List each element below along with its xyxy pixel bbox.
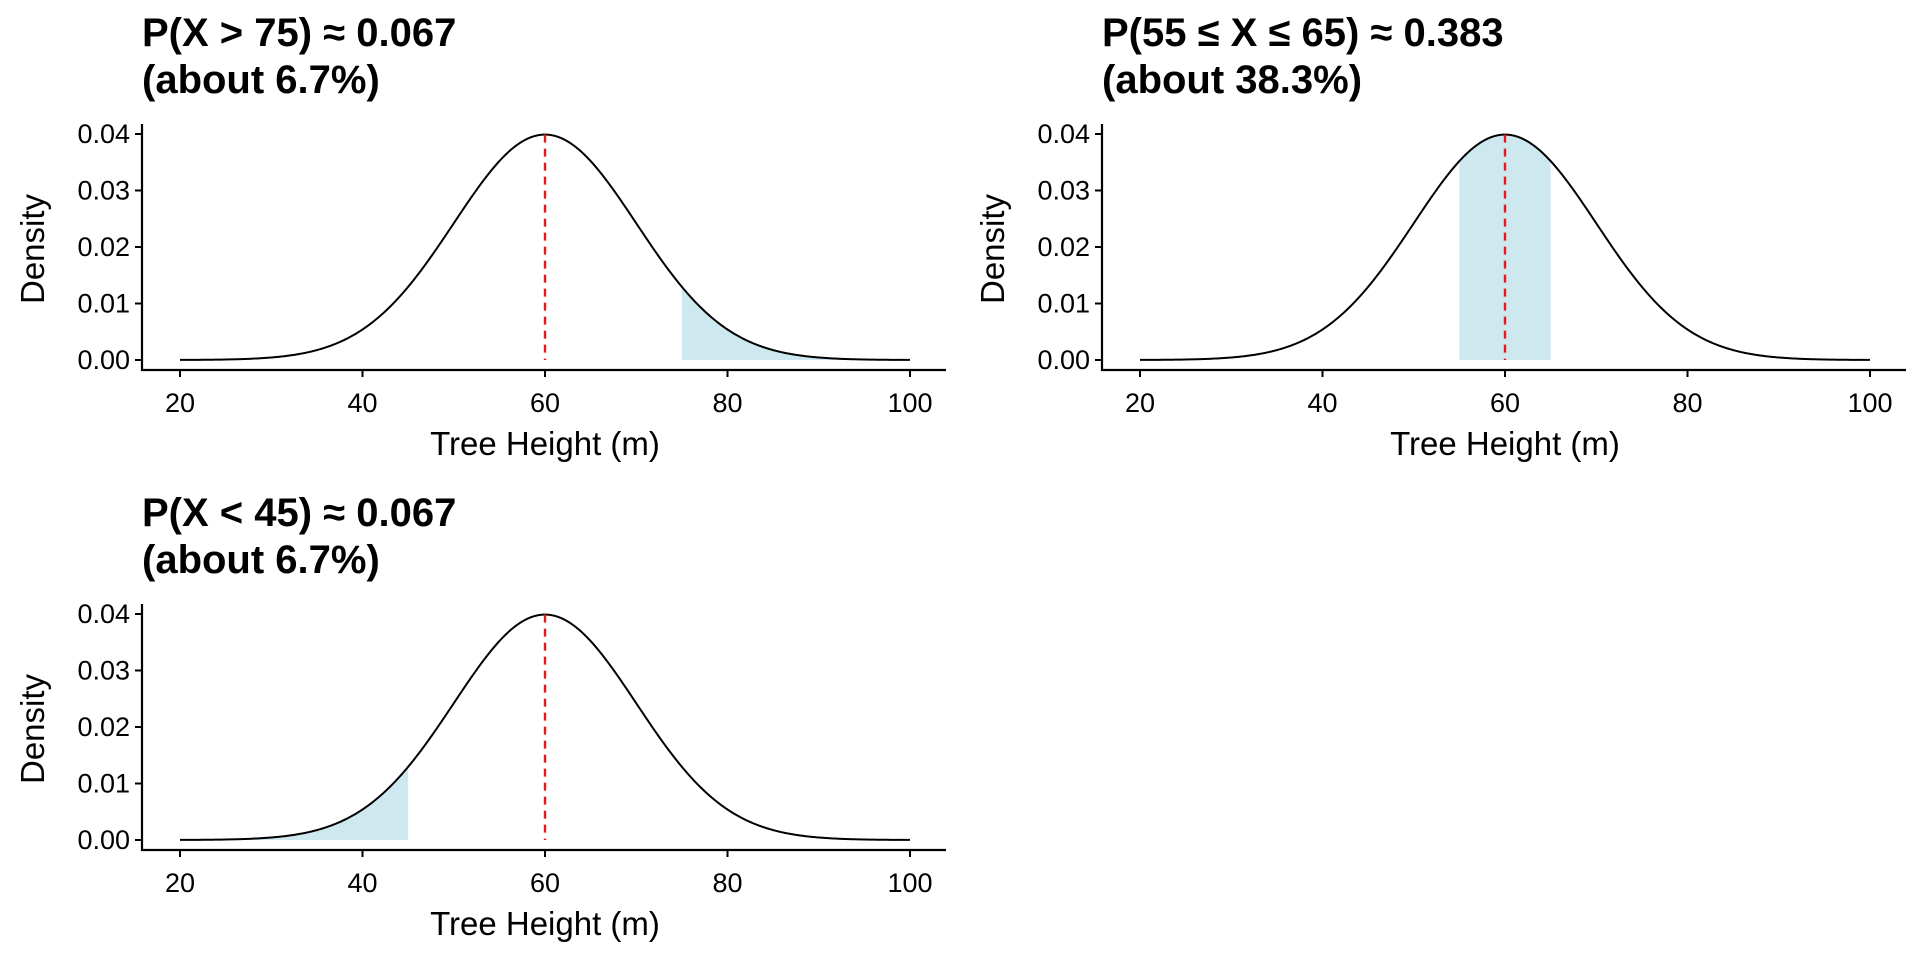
y-tick-label: 0.03 (77, 176, 130, 206)
chart-title: P(X > 75) ≈ 0.067 (about 6.7%) (142, 10, 456, 104)
x-tick-label: 20 (165, 388, 195, 418)
x-tick-label: 80 (712, 868, 742, 898)
chart-panel-lower-tail: P(X < 45) ≈ 0.067 (about 6.7%) 0.00 0.01 0… (0, 480, 960, 960)
y-tick-label: 0.02 (77, 232, 130, 262)
chart-title-line-1: P(55 ≤ X ≤ 65) ≈ 0.383 (1102, 11, 1504, 55)
x-tick-label: 80 (712, 388, 742, 418)
x-tick-label: 40 (347, 388, 377, 418)
y-tick-label: 0.01 (77, 289, 130, 319)
y-tick-label: 0.03 (1037, 176, 1090, 206)
x-tick-label: 100 (887, 388, 932, 418)
x-tick-label: 20 (165, 868, 195, 898)
shaded-probability-area (681, 286, 910, 360)
x-tick-label: 60 (530, 868, 560, 898)
x-tick-label: 20 (1125, 388, 1155, 418)
y-tick-label: 0.01 (1037, 289, 1090, 319)
y-axis-title: Density (974, 193, 1011, 304)
y-axis-title: Density (14, 193, 51, 304)
x-tick-label: 40 (1307, 388, 1337, 418)
chart-title-line-2: (about 6.7%) (142, 58, 380, 102)
x-axis-title: Tree Height (m) (430, 425, 660, 462)
chart-plot: 0.00 0.01 0.02 0.03 0.04 20 40 60 80 100 Tree Heig… (974, 119, 1906, 462)
x-tick-label: 40 (347, 868, 377, 898)
chart-panel-central-interval: P(55 ≤ X ≤ 65) ≈ 0.383 (about 38.3%) 0.0… (960, 0, 1920, 480)
x-tick-label: 60 (1490, 388, 1520, 418)
x-tick-label: 100 (1847, 388, 1892, 418)
chart-title: P(X < 45) ≈ 0.067 (about 6.7%) (142, 490, 456, 584)
x-tick-label: 100 (887, 868, 932, 898)
y-tick-label: 0.00 (77, 345, 130, 375)
y-tick-label: 0.00 (77, 825, 130, 855)
chart-title-line-2: (about 6.7%) (142, 538, 380, 582)
chart-title-line-2: (about 38.3%) (1102, 58, 1363, 102)
x-axis-title: Tree Height (m) (1390, 425, 1620, 462)
chart-plot: 0.00 0.01 0.02 0.03 0.04 20 40 60 80 100 Tree Heig… (14, 119, 946, 462)
y-tick-label: 0.04 (77, 119, 130, 149)
y-tick-label: 0.02 (77, 712, 130, 742)
shaded-probability-area (180, 766, 409, 840)
chart-title-line-1: P(X < 45) ≈ 0.067 (142, 491, 457, 535)
x-tick-label: 60 (530, 388, 560, 418)
y-tick-label: 0.00 (1037, 345, 1090, 375)
y-tick-label: 0.04 (77, 599, 130, 629)
x-tick-label: 80 (1672, 388, 1702, 418)
y-tick-label: 0.01 (77, 769, 130, 799)
y-tick-label: 0.03 (77, 656, 130, 686)
y-axis-title: Density (14, 673, 51, 784)
x-axis-title: Tree Height (m) (430, 905, 660, 942)
chart-title: P(55 ≤ X ≤ 65) ≈ 0.383 (about 38.3%) (1102, 10, 1504, 104)
chart-plot: 0.00 0.01 0.02 0.03 0.04 20 40 60 80 100 Tree Heig… (14, 599, 946, 942)
y-tick-label: 0.04 (1037, 119, 1090, 149)
chart-title-line-1: P(X > 75) ≈ 0.067 (142, 11, 457, 55)
y-tick-label: 0.02 (1037, 232, 1090, 262)
chart-panel-upper-tail: P(X > 75) ≈ 0.067 (about 6.7%) 0.00 0.01 0… (0, 0, 960, 480)
